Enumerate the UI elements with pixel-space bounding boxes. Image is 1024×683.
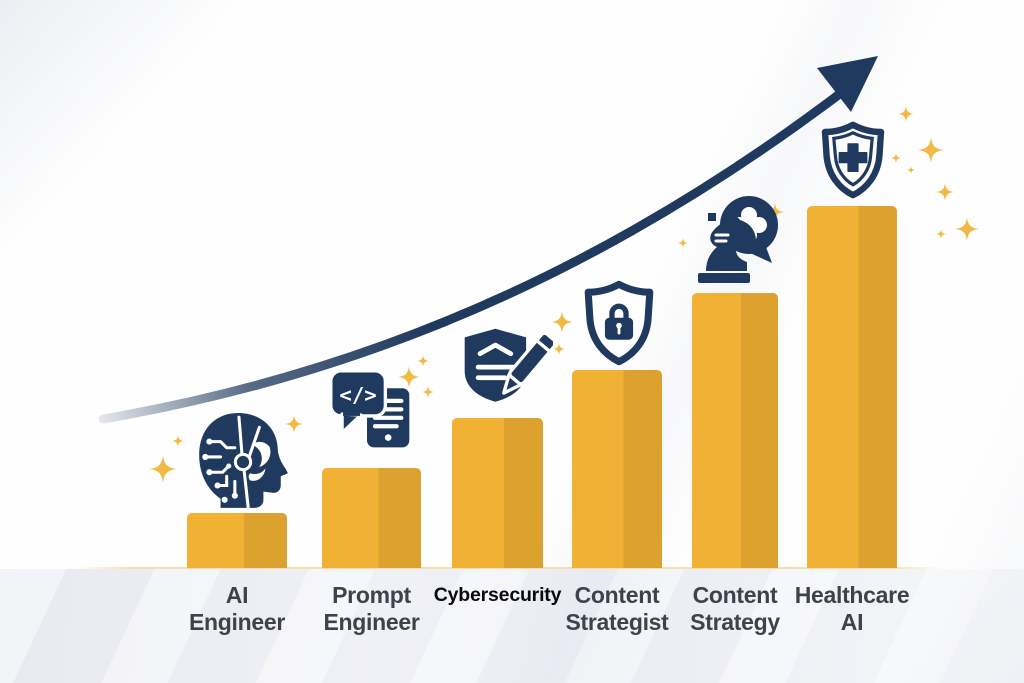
bar-content-strategist	[572, 370, 662, 568]
prompt-chat-icon: </>	[328, 368, 422, 462]
bar-cybersecurity	[452, 418, 543, 568]
sparkle-icon	[172, 435, 184, 447]
sparkle-icon	[551, 311, 573, 333]
growth-arrow-line	[98, 75, 863, 424]
sparkle-icon	[918, 137, 944, 163]
shield-lock-icon	[575, 279, 663, 367]
sparkle-icon	[149, 455, 177, 483]
sparkle-icon	[891, 153, 901, 163]
bar-prompt-engineer	[322, 468, 421, 568]
bar-label-prompt-engineer: Prompt Engineer	[323, 582, 420, 635]
ai-head-icon	[191, 410, 293, 512]
bar-healthcare-ai	[807, 206, 897, 568]
sparkle-icon	[422, 386, 434, 398]
sparkle-icon	[936, 229, 946, 239]
bar-ai-engineer	[187, 513, 287, 568]
footer-band	[0, 569, 1024, 683]
sparkle-icon	[398, 366, 420, 388]
sparkle-icon	[678, 238, 688, 248]
sparkle-icon	[553, 343, 565, 355]
document-pencil-icon	[457, 323, 553, 419]
bar-label-healthcare-ai: Healthcare AI	[794, 582, 910, 635]
sparkle-icon	[285, 415, 303, 433]
sparkle-icon	[955, 217, 979, 241]
bar-label-content-strategy: Content Strategy	[690, 582, 780, 635]
svg-text:</>: </>	[339, 383, 376, 407]
sparkle-icon	[907, 166, 915, 174]
bar-label-cybersecurity: Cybersecurity	[433, 584, 562, 606]
sparkle-icon	[766, 203, 784, 221]
bar-content-strategy	[692, 293, 778, 568]
growth-arrow-head	[817, 56, 878, 112]
sparkle-icon	[417, 355, 429, 367]
knight-strategy-icon	[686, 189, 786, 289]
chart-baseline	[78, 567, 942, 569]
sparkle-icon	[936, 183, 954, 201]
bar-label-content-strategist: Content Strategist	[565, 582, 669, 635]
shield-cross-icon	[813, 120, 893, 200]
bar-label-ai-engineer: AI Engineer	[188, 582, 285, 635]
sparkle-icon	[898, 106, 914, 122]
